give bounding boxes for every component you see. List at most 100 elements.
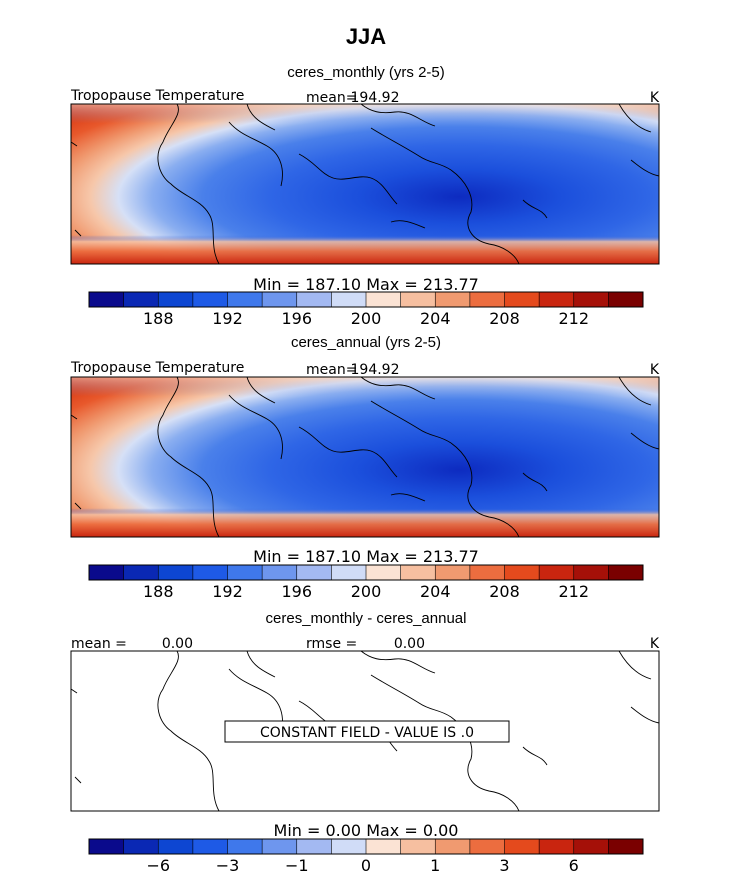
colorbar-swatch bbox=[89, 292, 125, 307]
colorbar-tick-label: 188 bbox=[143, 582, 174, 601]
colorbar-swatch bbox=[89, 839, 125, 854]
colorbar-swatch bbox=[123, 839, 159, 854]
colorbar-swatch bbox=[400, 565, 436, 580]
panel-1-title: ceres_monthly (yrs 2-5) bbox=[287, 64, 445, 81]
colorbar-swatch bbox=[123, 292, 159, 307]
colorbar-tick-label: 204 bbox=[420, 309, 451, 328]
panel-2-colorbar: 188 192 196 200 204 208 212 bbox=[88, 564, 644, 601]
panel-1-coastlines bbox=[70, 103, 660, 265]
panel-3-colorbar: −6 −3 −1 0 1 3 6 bbox=[88, 838, 644, 875]
colorbar-swatch bbox=[608, 565, 644, 580]
panel-3-mean-label: mean = bbox=[71, 636, 127, 652]
colorbar-swatch bbox=[573, 565, 609, 580]
colorbar-swatch bbox=[435, 839, 471, 854]
colorbar-tick-label: 192 bbox=[212, 582, 243, 601]
colorbar-swatch bbox=[296, 292, 332, 307]
colorbar-swatch bbox=[573, 839, 609, 854]
constant-field-box bbox=[224, 720, 510, 743]
colorbar-tick-label: 200 bbox=[351, 582, 382, 601]
colorbar-tick-label: 208 bbox=[489, 582, 520, 601]
colorbar-swatch bbox=[262, 839, 298, 854]
colorbar-swatch bbox=[539, 565, 575, 580]
colorbar-swatch bbox=[192, 839, 229, 854]
panel-1-mean-label: mean= bbox=[306, 90, 357, 106]
colorbar-swatch bbox=[608, 292, 644, 307]
panel-1-units: K bbox=[650, 90, 660, 106]
colorbar-swatch bbox=[469, 839, 506, 854]
colorbar-swatch bbox=[227, 565, 263, 580]
panel-3-mean-value: 0.00 bbox=[162, 636, 193, 652]
colorbar-swatch bbox=[366, 839, 402, 854]
colorbar-swatch bbox=[608, 839, 644, 854]
colorbar-swatch bbox=[469, 565, 506, 580]
colorbar-swatch bbox=[262, 292, 298, 307]
colorbar-swatch bbox=[296, 839, 332, 854]
colorbar-swatch bbox=[331, 565, 367, 580]
colorbar-swatch bbox=[435, 565, 471, 580]
colorbar-tick-label: −1 bbox=[285, 856, 309, 875]
colorbar-tick-label: 3 bbox=[499, 856, 509, 875]
panel-3-rmse-label: rmse = bbox=[306, 636, 357, 652]
panel-1-mean-value: 194.92 bbox=[351, 90, 400, 106]
panel-2-map bbox=[70, 376, 660, 538]
colorbar-swatch bbox=[227, 839, 263, 854]
colorbar-swatch bbox=[400, 292, 436, 307]
colorbar-tick-label: 204 bbox=[420, 582, 451, 601]
colorbar-swatch bbox=[192, 565, 229, 580]
colorbar-swatch bbox=[504, 565, 540, 580]
colorbar-tick-label: −3 bbox=[216, 856, 240, 875]
colorbar-swatch bbox=[469, 292, 506, 307]
panel-2-units: K bbox=[650, 362, 660, 378]
colorbar-swatch bbox=[366, 292, 402, 307]
colorbar-swatch bbox=[435, 292, 471, 307]
colorbar-tick-label: 196 bbox=[281, 582, 312, 601]
colorbar-swatch bbox=[89, 565, 125, 580]
panel-3-min-max: Min = 0.00 Max = 0.00 bbox=[274, 821, 459, 840]
colorbar-tick-label: 196 bbox=[281, 309, 312, 328]
colorbar-frame bbox=[88, 291, 644, 308]
panel-3-map: CONSTANT FIELD - VALUE IS .0 bbox=[70, 650, 660, 812]
colorbar-swatch bbox=[262, 565, 298, 580]
colorbar-tick-label: 192 bbox=[212, 309, 243, 328]
colorbar-tick-label: 1 bbox=[430, 856, 440, 875]
panel-2-coastlines bbox=[70, 376, 660, 538]
panel-1-map bbox=[70, 103, 660, 265]
colorbar-frame bbox=[88, 838, 644, 855]
colorbar-tick-label: 200 bbox=[351, 309, 382, 328]
colorbar-swatch bbox=[158, 565, 194, 580]
colorbar-tick-label: −6 bbox=[146, 856, 170, 875]
colorbar-swatch bbox=[158, 292, 194, 307]
constant-field-message: CONSTANT FIELD - VALUE IS .0 bbox=[260, 725, 474, 741]
colorbar-swatch bbox=[296, 565, 332, 580]
colorbar-swatch bbox=[504, 292, 540, 307]
panel-2-min-max: Min = 187.10 Max = 213.77 bbox=[253, 547, 479, 566]
panel-2-mean-value: 194.92 bbox=[351, 362, 400, 378]
colorbar-tick-label: 188 bbox=[143, 309, 174, 328]
panel-2-mean-label: mean= bbox=[306, 362, 357, 378]
colorbar-swatch bbox=[331, 839, 367, 854]
colorbar-swatch bbox=[123, 565, 159, 580]
panel-3-title: ceres_monthly - ceres_annual bbox=[266, 610, 467, 627]
colorbar-frame bbox=[88, 564, 644, 581]
colorbar-swatch bbox=[227, 292, 263, 307]
panel-1-min-max: Min = 187.10 Max = 213.77 bbox=[253, 275, 479, 294]
colorbar-swatch bbox=[573, 292, 609, 307]
colorbar-swatch bbox=[158, 839, 194, 854]
panel-2-title: ceres_annual (yrs 2-5) bbox=[291, 334, 441, 351]
colorbar-tick-label: 212 bbox=[558, 309, 589, 328]
panel-2-field-label: Tropopause Temperature bbox=[70, 360, 244, 376]
panel-3-units: K bbox=[650, 636, 660, 652]
panel-1-colorbar: 188 192 196 200 204 208 212 bbox=[88, 291, 644, 328]
colorbar-tick-label: 6 bbox=[569, 856, 579, 875]
colorbar-swatch bbox=[192, 292, 229, 307]
colorbar-swatch bbox=[366, 565, 402, 580]
colorbar-swatch bbox=[400, 839, 436, 854]
colorbar-swatch bbox=[539, 292, 575, 307]
panel-1-field-label: Tropopause Temperature bbox=[70, 88, 244, 104]
colorbar-swatch bbox=[504, 839, 540, 854]
colorbar-swatch bbox=[331, 292, 367, 307]
colorbar-tick-label: 212 bbox=[558, 582, 589, 601]
colorbar-swatch bbox=[539, 839, 575, 854]
colorbar-tick-label: 0 bbox=[361, 856, 371, 875]
